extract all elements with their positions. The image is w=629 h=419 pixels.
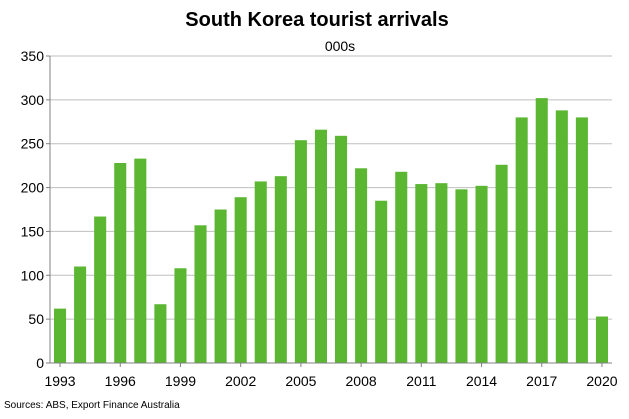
x-tick-label: 1993 bbox=[44, 373, 75, 389]
bar-2007 bbox=[335, 135, 348, 363]
axes bbox=[46, 55, 612, 367]
y-tick-label: 350 bbox=[21, 48, 45, 64]
bar-2006 bbox=[314, 129, 327, 363]
chart-title: South Korea tourist arrivals bbox=[185, 9, 448, 31]
x-tick-label: 2020 bbox=[586, 373, 617, 389]
x-tick-label: 2005 bbox=[285, 373, 316, 389]
bar-2001 bbox=[214, 209, 227, 363]
bar-2004 bbox=[274, 176, 287, 363]
bar-1996 bbox=[114, 163, 127, 363]
bar-2000 bbox=[194, 225, 207, 363]
x-tick-label: 2002 bbox=[225, 373, 256, 389]
bar-2020 bbox=[595, 316, 608, 363]
bars bbox=[54, 98, 608, 364]
x-tick-label: 2017 bbox=[526, 373, 557, 389]
bar-2009 bbox=[375, 200, 388, 363]
y-tick-label: 50 bbox=[28, 311, 44, 327]
x-axis-tick-labels: 1993 1996 1999 2002 2005 2008 2011 2014 2017 2020 bbox=[44, 373, 617, 389]
bar-2011 bbox=[415, 184, 428, 363]
y-axis-tick-labels: 0 50 100 150 200 250 300 350 bbox=[21, 48, 45, 371]
bar-2018 bbox=[555, 110, 568, 363]
bar-1997 bbox=[134, 158, 147, 363]
bar-2019 bbox=[575, 117, 588, 364]
source-note: Sources: ABS, Export Finance Australia bbox=[4, 400, 180, 411]
bar-2003 bbox=[254, 181, 267, 363]
x-tick-label: 2014 bbox=[466, 373, 497, 389]
bar-2012 bbox=[435, 183, 448, 363]
bar-2002 bbox=[234, 197, 247, 363]
bar-2015 bbox=[495, 164, 508, 363]
x-tick-label: 2008 bbox=[346, 373, 377, 389]
y-tick-label: 150 bbox=[21, 223, 45, 239]
y-tick-label: 200 bbox=[21, 180, 45, 196]
bar-2010 bbox=[395, 171, 408, 363]
x-tick-label: 2011 bbox=[406, 373, 436, 389]
bar-1995 bbox=[94, 216, 107, 363]
bar-2013 bbox=[455, 189, 468, 363]
y-tick-label: 100 bbox=[21, 267, 45, 283]
bar-2016 bbox=[515, 117, 528, 364]
bar-1993 bbox=[54, 308, 67, 363]
y-tick-label: 300 bbox=[21, 92, 45, 108]
bar-2005 bbox=[294, 140, 307, 363]
bar-2014 bbox=[475, 185, 488, 363]
bar-2008 bbox=[355, 168, 368, 363]
x-tick-label: 1999 bbox=[165, 373, 196, 389]
bar-2017 bbox=[535, 98, 548, 364]
x-tick-label: 1996 bbox=[105, 373, 136, 389]
y-tick-label: 250 bbox=[21, 136, 45, 152]
bar-1998 bbox=[154, 304, 167, 363]
chart-subtitle: 000s bbox=[325, 38, 355, 54]
y-tick-label: 0 bbox=[36, 355, 44, 371]
bar-1994 bbox=[74, 266, 87, 363]
bar-1999 bbox=[174, 268, 187, 363]
